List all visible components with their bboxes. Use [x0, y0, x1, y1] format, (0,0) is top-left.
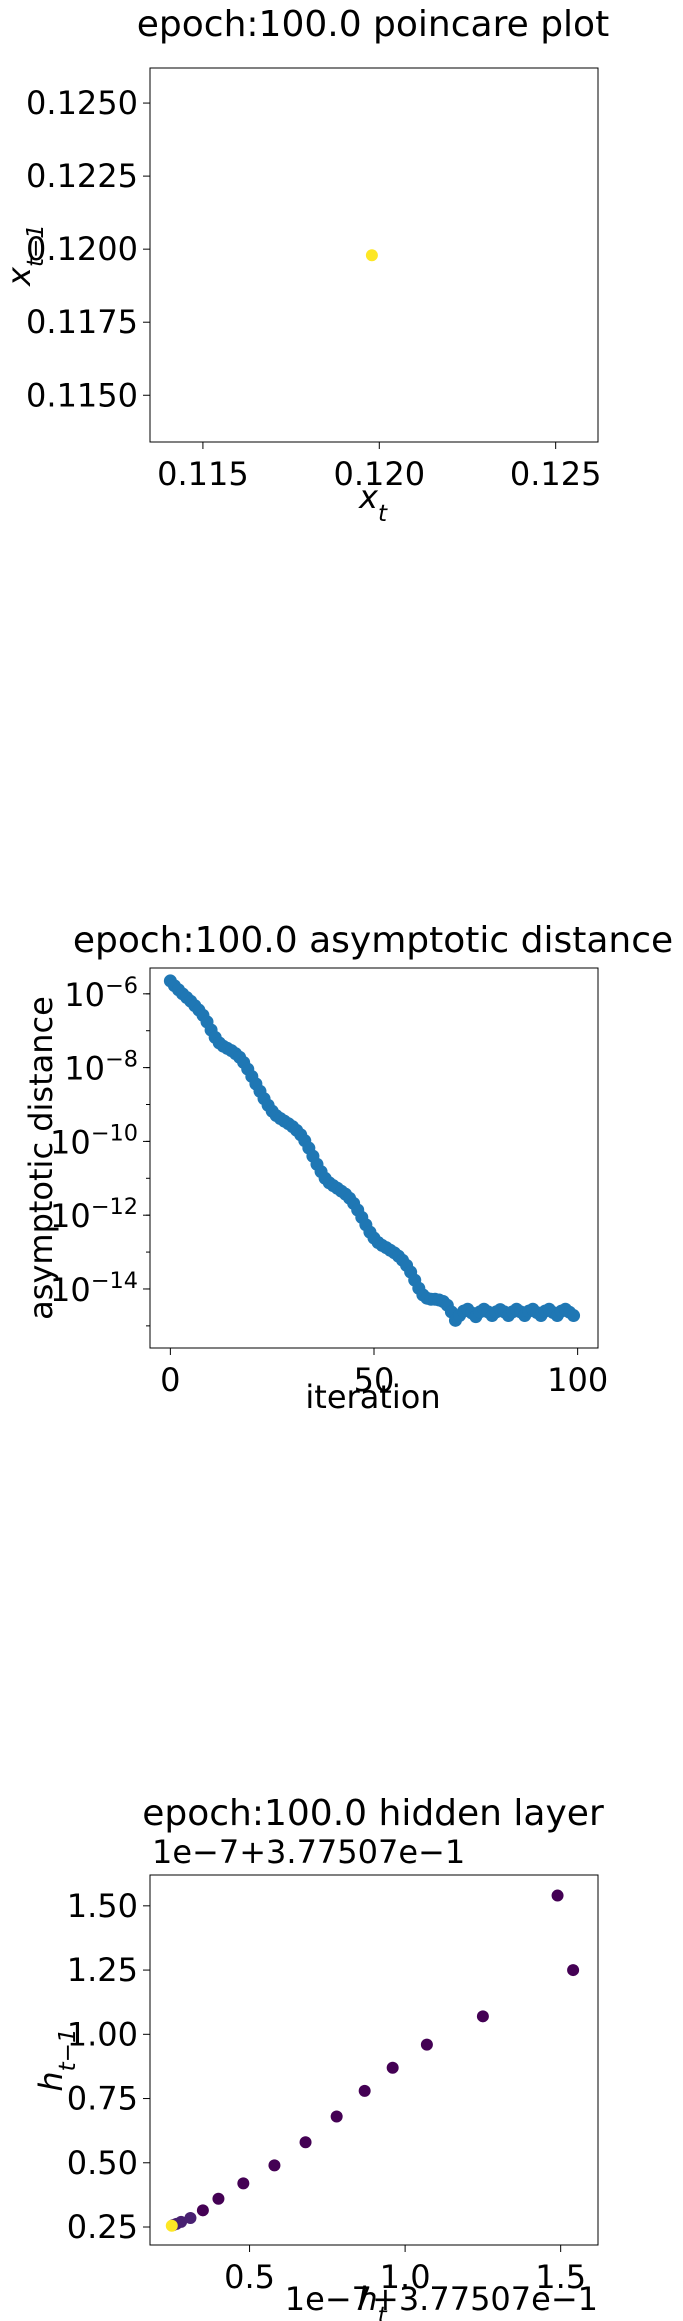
y-tick-exponent: −8 [105, 1047, 138, 1073]
y-tick-base: 10 [50, 1123, 91, 1161]
hidden-layer-chart-svg: epoch:100.0 hidden layer1e−7+3.77507e−10… [32, 1793, 604, 2321]
y-axis-label: xt−1 [0, 224, 49, 287]
x-tick-label: 0.125 [510, 455, 602, 493]
plot-frame [149, 967, 599, 1349]
x-offset-label: 1e−7+3.77507e−1 [285, 2280, 598, 2318]
data-point [358, 2084, 371, 2097]
plot-frame [149, 67, 599, 443]
data-point [365, 249, 378, 262]
x-axis-label-full: xt [358, 478, 388, 527]
data-point [330, 2110, 343, 2123]
x-tick-label: 0.5 [224, 2258, 275, 2296]
plot-frame [149, 1874, 599, 2246]
y-tick-label: 10−14 [50, 1268, 138, 1309]
y-tick-base: 10 [50, 1197, 91, 1235]
data-point [184, 2212, 197, 2225]
y-tick-base: 10 [64, 976, 105, 1014]
asymptotic-distance-chart: epoch:100.0 asymptotic distance 0 50 100 10−… [0, 900, 683, 1420]
y-tick-exponent: −6 [105, 973, 138, 999]
y-tick-label: 1.00 [67, 2015, 138, 2053]
hidden-layer-chart: epoch:100.0 hidden layer 1e−7+3.77507e−1 0… [0, 1780, 683, 2321]
poincare-chart-svg: epoch:100.0 poincare plot 0.115 0.120 0.125… [0, 4, 609, 527]
y-tick-label: 0.75 [67, 2080, 138, 2118]
x-tick-label: 100 [547, 1361, 608, 1399]
data-point [567, 1309, 581, 1323]
y-tick-label: 0.25 [67, 2208, 138, 2246]
y-tick-label: 0.1200 [26, 230, 138, 268]
x-tick-label: 0 [160, 1361, 180, 1399]
data-point [420, 2038, 433, 2051]
y-tick-label: 0.1225 [26, 157, 138, 195]
x-tick-label: 0.120 [333, 455, 425, 493]
y-tick-label: 10−8 [64, 1047, 138, 1088]
data-point [268, 2159, 281, 2172]
y-tick-exponent: −12 [91, 1194, 138, 1220]
y-tick-label: 1.50 [67, 1887, 138, 1925]
y-tick-exponent: −10 [91, 1120, 138, 1146]
data-point [196, 2204, 209, 2217]
data-point [212, 2192, 225, 2205]
y-axis-label-sub: t−1 [23, 224, 49, 267]
data-point [165, 2219, 178, 2232]
x-axis-label-sub: t [378, 501, 388, 527]
y-tick-label: 0.1175 [26, 303, 138, 341]
x-axis-label-main: x [358, 478, 379, 516]
x-axis-label-main: h [357, 2280, 377, 2318]
y-tick-exponent: −14 [91, 1268, 138, 1294]
y-axis-label: ht−1 [32, 2028, 81, 2091]
x-tick-label: 0.115 [157, 455, 249, 493]
y-axis-label-sub: t−1 [55, 2028, 81, 2071]
y-tick-label: 10−12 [50, 1194, 138, 1235]
chart-title: epoch:100.0 poincare plot [137, 4, 609, 45]
x-tick-label: 50 [354, 1361, 395, 1399]
data-point [386, 2061, 399, 2074]
y-axis-label: asymptotic distance [22, 996, 60, 1320]
y-tick-label: 1.25 [67, 1951, 138, 1989]
y-tick-label: 0.1150 [26, 376, 138, 414]
x-axis-label-sub: t [378, 2303, 388, 2321]
x-tick-label: 1.0 [380, 2258, 431, 2296]
data-point [237, 2177, 250, 2190]
y-offset-label: 1e−7+3.77507e−1 [152, 1833, 465, 1871]
x-tick-label: 1.5 [535, 2258, 586, 2296]
data-point [476, 2010, 489, 2023]
data-point [551, 1889, 564, 1902]
x-axis-label: ht [357, 2280, 387, 2321]
data-point [299, 2136, 312, 2149]
chart-title: epoch:100.0 hidden layer [142, 1793, 604, 1834]
data-point [567, 1964, 580, 1977]
y-tick-label: 0.1250 [26, 84, 138, 122]
y-tick-label: 0.50 [67, 2144, 138, 2182]
chart-title: epoch:100.0 asymptotic distance [73, 920, 673, 961]
y-tick-base: 10 [64, 1050, 105, 1088]
y-tick-label: 10−6 [64, 973, 138, 1014]
y-tick-label: 10−10 [50, 1120, 138, 1161]
y-axis-label-main: h [32, 2071, 70, 2091]
y-tick-base: 10 [50, 1271, 91, 1309]
poincare-chart: epoch:100.0 poincare plot 0.115 0.120 0.125… [0, 0, 683, 560]
x-axis-label: iteration [305, 1378, 440, 1416]
y-axis-label-main: x [0, 266, 38, 287]
